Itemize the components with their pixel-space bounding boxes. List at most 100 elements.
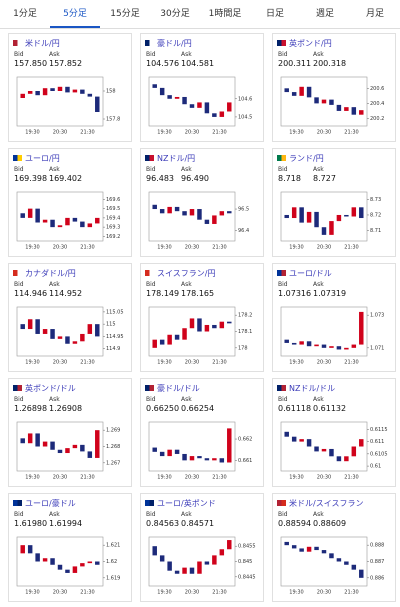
pair-name[interactable]: 豪ドル/ドル: [157, 384, 200, 393]
candle: [167, 561, 172, 571]
candle: [50, 329, 55, 339]
y-tick-label: 8.71: [370, 228, 381, 234]
tab[interactable]: 1分足: [13, 9, 37, 19]
candle: [336, 558, 342, 562]
candle: [299, 207, 304, 223]
y-tick-label: 157.8: [106, 117, 120, 123]
candle: [227, 428, 232, 463]
bid-value: 0.84563: [146, 519, 180, 528]
pair-name[interactable]: 英ポンド/円: [289, 39, 332, 48]
plot-frame: [148, 191, 236, 242]
bid-label: Bid: [146, 166, 156, 173]
tab[interactable]: 1時間足: [208, 9, 242, 19]
candle: [344, 107, 349, 111]
candle: [336, 104, 342, 111]
candle: [95, 324, 100, 337]
pair-name[interactable]: NZドル/円: [157, 154, 196, 163]
pair-name[interactable]: ユーロ/ドル: [289, 269, 332, 278]
pair-name[interactable]: ユーロ/英ポンド: [157, 499, 216, 508]
tab[interactable]: 日足: [265, 9, 284, 19]
pair-name[interactable]: カナダドル/円: [25, 269, 76, 278]
tab[interactable]: 30分足: [160, 9, 190, 19]
plot-frame: [148, 76, 236, 127]
candle: [344, 456, 349, 462]
tab[interactable]: 5分足: [50, 0, 100, 28]
candle: [306, 86, 312, 98]
candle: [219, 321, 225, 329]
x-tick-label: 19:30: [289, 130, 303, 136]
ask-label: Ask: [313, 511, 324, 518]
candle: [80, 89, 85, 94]
bid-label: Bid: [14, 396, 24, 403]
candle: [87, 324, 93, 334]
candle: [314, 344, 319, 347]
candle: [159, 451, 165, 457]
candle: [336, 346, 342, 350]
candle: [65, 336, 70, 344]
mini-chart: 178.2 178.1 178 19:30 20:30 21:30: [148, 306, 252, 366]
rate-card: 米ドル/スイスフラン Bid Ask 0.88594 0.88609 0.888 0.887…: [272, 493, 396, 602]
pair-name[interactable]: 米ドル/スイスフラン: [289, 499, 364, 508]
candle: [72, 341, 78, 344]
pair-name[interactable]: スイスフラン/円: [157, 269, 216, 278]
flag-icon: [13, 270, 22, 276]
candle: [189, 567, 195, 574]
y-tick-label: 178.2: [238, 313, 252, 319]
candle: [35, 208, 40, 223]
candle: [57, 564, 63, 570]
bid-label: Bid: [278, 51, 288, 58]
pair-name[interactable]: ユーロ/円: [25, 154, 60, 163]
x-tick-label: 21:30: [80, 360, 94, 366]
ask-value: 114.952: [49, 289, 83, 298]
bid-value: 1.61980: [14, 519, 48, 528]
candle: [159, 87, 165, 96]
pair-name[interactable]: 豪ドル/円: [157, 39, 192, 48]
y-tick-label: 200.6: [370, 86, 384, 92]
x-tick-label: 21:30: [212, 360, 226, 366]
ask-value: 96.490: [181, 174, 209, 183]
pair-name[interactable]: ランド/円: [289, 154, 324, 163]
y-tick-label: 0.886: [370, 575, 384, 581]
y-tick-label: 1.268: [106, 444, 120, 450]
candle: [174, 96, 180, 99]
bid-label: Bid: [146, 511, 156, 518]
tab[interactable]: 15分足: [110, 9, 140, 19]
flag-icon: [277, 40, 286, 46]
candle: [204, 458, 210, 461]
ask-label: Ask: [181, 511, 192, 518]
plot-frame: [148, 306, 236, 357]
candle: [57, 336, 63, 339]
rate-card: ユーロ/豪ドル Bid Ask 1.61980 1.61994 1.621 1.62 1.61…: [8, 493, 132, 602]
candle: [20, 324, 25, 330]
pair-name[interactable]: NZドル/ドル: [289, 384, 336, 393]
candle: [351, 107, 357, 115]
candle: [321, 344, 327, 348]
candle: [227, 321, 232, 324]
tab[interactable]: 週足: [315, 9, 334, 19]
bid-label: Bid: [14, 166, 24, 173]
mini-chart: 1.269 1.268 1.267 19:30 20:30 21:30: [16, 421, 120, 481]
candle: [291, 207, 297, 219]
y-tick-label: 0.8445: [238, 574, 256, 580]
candle: [152, 339, 157, 348]
pair-name[interactable]: 米ドル/円: [25, 39, 60, 48]
x-tick-label: 20:30: [53, 245, 67, 251]
candle: [167, 95, 172, 99]
candle: [50, 88, 55, 91]
rate-card: ユーロ/ドル Bid Ask 1.07316 1.07319 1.073 1.071 19:3…: [272, 263, 396, 372]
candle: [306, 211, 312, 223]
candle: [65, 448, 70, 454]
candle: [359, 311, 364, 345]
y-tick-label: 115: [106, 322, 116, 328]
x-tick-label: 21:30: [212, 245, 226, 251]
pair-name[interactable]: 英ポンド/ドル: [25, 384, 76, 393]
mini-chart: 96.5 96.4 19:30 20:30 21:30: [148, 191, 249, 251]
tab[interactable]: 月足: [365, 9, 384, 19]
rate-card: ユーロ/円 Bid Ask 169.398 169.402 169.6 169.5 169.4…: [8, 148, 132, 257]
bid-label: Bid: [146, 51, 156, 58]
pair-name[interactable]: ユーロ/豪ドル: [25, 499, 76, 508]
y-tick-label: 200.2: [370, 116, 384, 122]
candle: [42, 558, 48, 562]
candle: [344, 347, 349, 350]
flag-icon: [145, 40, 154, 46]
